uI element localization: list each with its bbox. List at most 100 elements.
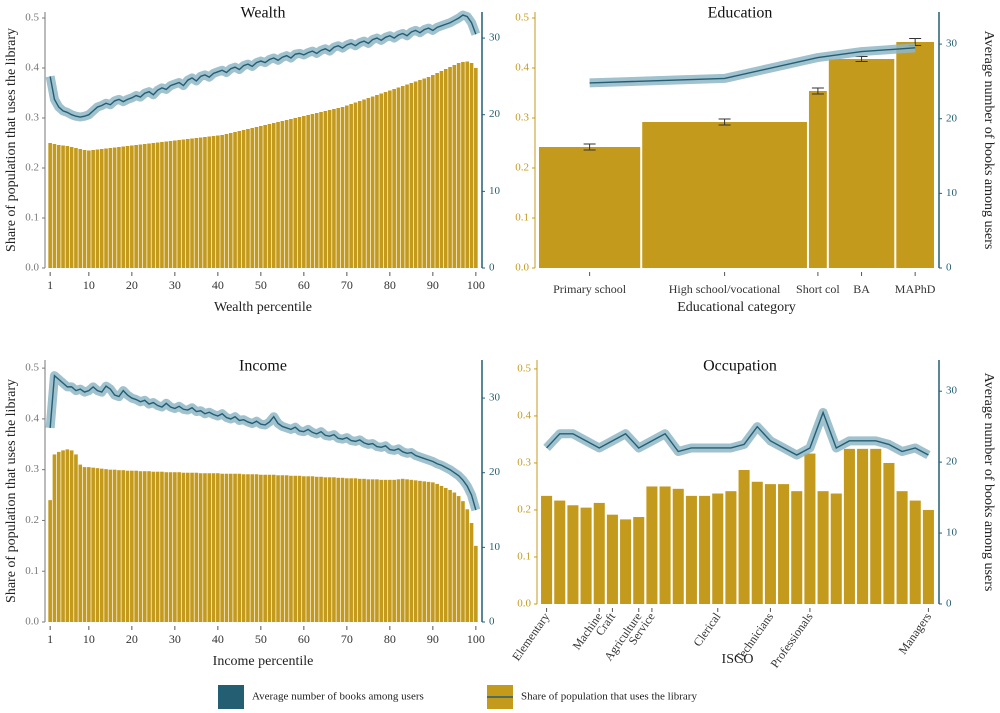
bar [370, 96, 375, 268]
bar [220, 473, 224, 622]
x-tick-label: 80 [384, 278, 396, 292]
bar [254, 474, 259, 622]
bar [456, 496, 461, 622]
legend-swatch [218, 685, 244, 709]
bar [392, 89, 396, 268]
y2-tick-label: 0 [489, 616, 495, 628]
bar [246, 129, 250, 268]
bar [259, 126, 263, 268]
bar [431, 75, 435, 268]
bar [198, 473, 203, 622]
y2-tick-label: 30 [489, 32, 501, 44]
x-tick-label: 70 [341, 278, 353, 292]
error-bar [718, 118, 731, 126]
y-axis-title: Share of population that uses the librar… [4, 28, 19, 252]
y-tick-label: 0.2 [25, 162, 39, 174]
y-tick-label: 0.1 [517, 551, 531, 563]
bar [375, 479, 379, 622]
x-tick-label: 20 [126, 632, 138, 646]
bar [461, 501, 465, 622]
panel-title: Wealth [241, 5, 286, 22]
bar [151, 143, 156, 268]
bar [469, 522, 474, 622]
bar [383, 479, 388, 622]
bar [151, 471, 156, 622]
x-tick-label: Primary school [553, 282, 627, 296]
y2-tick-label: 0 [946, 262, 952, 274]
y-tick-label: 0.5 [515, 12, 529, 24]
bar [349, 478, 353, 622]
bar [82, 150, 87, 268]
y-tick-label: 0.2 [515, 162, 529, 174]
bar [642, 122, 807, 268]
y2-tick-label: 20 [946, 112, 958, 124]
bar [606, 514, 618, 604]
bar [751, 481, 763, 604]
y2-tick-label: 20 [489, 108, 501, 120]
x-tick-label: Short col [796, 282, 840, 296]
bar [164, 141, 169, 268]
bar [567, 505, 579, 604]
y-tick-label: 0.0 [517, 598, 531, 610]
bar [357, 101, 362, 268]
bar [340, 477, 345, 622]
bar [263, 474, 267, 622]
bar [418, 480, 422, 622]
bar [349, 104, 353, 268]
y-tick-label: 0.5 [25, 12, 39, 24]
bar [284, 475, 289, 622]
bar [194, 138, 199, 268]
bar [431, 482, 435, 622]
bar [155, 471, 160, 622]
y2-tick-label: 30 [946, 385, 958, 397]
legend-label: Share of population that uses the librar… [521, 691, 697, 703]
bar [764, 484, 776, 604]
bar [134, 145, 138, 268]
bar [319, 476, 323, 622]
bar [870, 448, 882, 604]
bar [211, 136, 216, 268]
bar [241, 474, 246, 622]
bar [443, 487, 448, 622]
x-tick-label: 50 [255, 278, 267, 292]
bar [297, 475, 302, 622]
bar [99, 149, 104, 268]
bar [314, 113, 319, 268]
bar [461, 62, 465, 268]
y-tick-label: 0.1 [515, 212, 529, 224]
bar [104, 469, 108, 622]
bar [207, 473, 212, 622]
panel-title: Occupation [703, 358, 777, 375]
x-tick-label: Managers [896, 610, 935, 657]
bar [474, 68, 478, 268]
bar [190, 472, 194, 622]
y-tick-label: 0.4 [517, 409, 531, 421]
bar [465, 509, 470, 622]
y2-axis-title: Average number of books among users [981, 31, 996, 250]
bar [370, 479, 375, 622]
bar [396, 479, 401, 622]
bar [439, 485, 444, 622]
x-tick-label: 60 [298, 632, 310, 646]
bar [426, 481, 431, 622]
bar [405, 479, 409, 622]
y-tick-label: 0.5 [25, 362, 39, 374]
bar [314, 476, 319, 622]
bar [87, 467, 91, 622]
bar [87, 150, 91, 268]
bar [418, 80, 422, 268]
bar [448, 67, 452, 268]
bar [78, 149, 83, 268]
bar [56, 145, 61, 268]
bar [306, 115, 310, 268]
bar [474, 545, 478, 622]
bar [147, 143, 151, 268]
bar [345, 105, 349, 268]
bar [237, 473, 242, 622]
bar [250, 474, 255, 622]
bar [91, 467, 95, 622]
bar [220, 135, 224, 268]
bar [580, 507, 592, 604]
bar [593, 502, 605, 604]
bar [362, 478, 366, 622]
